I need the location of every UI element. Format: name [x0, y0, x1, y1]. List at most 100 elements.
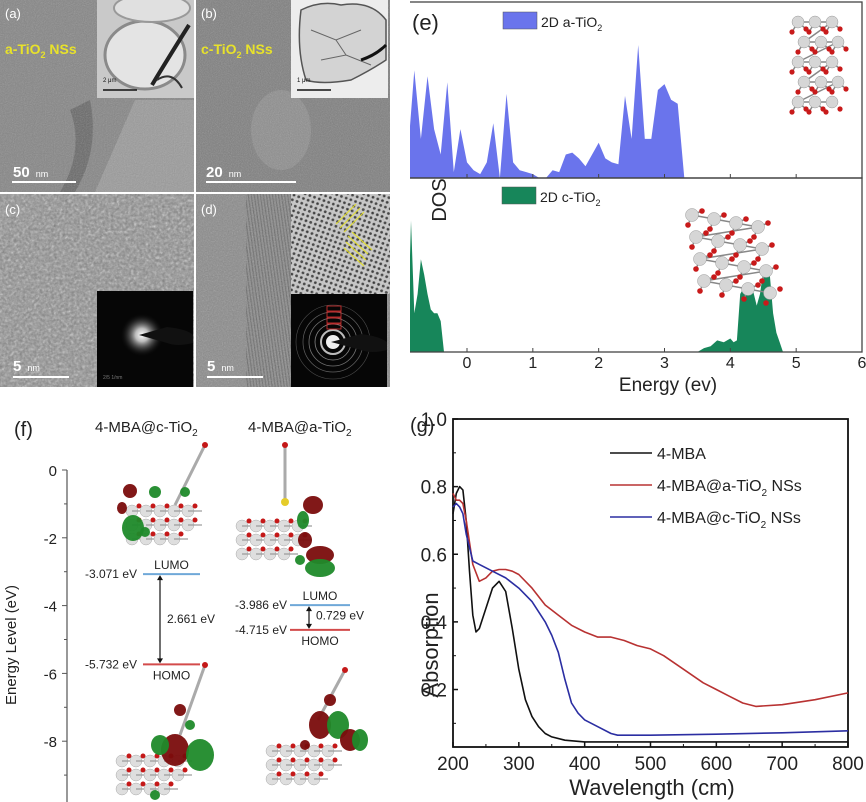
o-atom — [789, 109, 795, 115]
legend-subscript: 2 — [762, 488, 768, 499]
band-gap-label: 2.661 eV — [167, 612, 215, 626]
o-atom — [823, 109, 829, 115]
ligand-chain — [178, 664, 207, 736]
x-axis-label: Energy (ev) — [619, 375, 717, 396]
o-atom — [759, 278, 765, 284]
panel-label-d: (d) — [201, 202, 217, 217]
o-atom — [765, 220, 771, 226]
o-atom — [719, 292, 725, 298]
scale-unit: nm — [35, 169, 49, 179]
o-atom — [154, 767, 160, 773]
o-atom — [136, 503, 142, 509]
arrow-head-down — [306, 623, 312, 629]
o-atom — [168, 767, 174, 773]
legend-swatch — [502, 11, 538, 30]
o-atom — [733, 252, 739, 258]
orbital-lobe-negative — [309, 711, 331, 739]
x-tick-label: 200 — [437, 754, 469, 775]
inset-micrograph — [97, 0, 194, 98]
orbital-lobe-positive — [151, 735, 169, 755]
scale-value: 20 — [206, 164, 223, 181]
y-tick-label: 0.8 — [421, 478, 447, 499]
legend-name: 4-MBA@c-TiO — [657, 510, 761, 527]
lumo-energy-label: -3.071 eV — [85, 567, 137, 581]
orbital-lobe-positive — [122, 515, 144, 541]
legend-swatch — [501, 186, 537, 205]
scale-label-c: 5 nm — [13, 358, 40, 375]
o-atom — [829, 89, 835, 95]
o-atom — [178, 531, 184, 537]
o-atom — [276, 771, 282, 777]
o-atom — [318, 743, 324, 749]
orbital-lobe-negative — [324, 694, 336, 706]
o-atom — [823, 69, 829, 75]
tem-inset-b: 1 μm — [291, 0, 388, 98]
homo-energy-label: -4.715 eV — [235, 623, 287, 637]
saed-inset-c: 2/5 1/nm — [97, 291, 193, 387]
panel-label-b: (b) — [201, 6, 217, 21]
x-tick-label: 3 — [660, 355, 669, 372]
ti-atom — [741, 282, 755, 296]
bond — [797, 81, 839, 103]
o-atom — [274, 518, 280, 524]
ti-atom — [737, 260, 751, 274]
legend-a-tio2: 2D a-TiO2 — [502, 11, 602, 33]
o-atom — [290, 743, 296, 749]
o-atom — [168, 781, 174, 787]
y-tick-label: -6 — [44, 666, 57, 683]
o-atom — [711, 248, 717, 254]
scale-bar-d — [207, 376, 263, 378]
diffraction-pattern — [97, 291, 193, 387]
panel-label-f: (f) — [14, 419, 33, 441]
o-atom — [140, 781, 146, 787]
o-atom — [823, 29, 829, 35]
y-tick-label: 1.0 — [421, 410, 447, 431]
y-tick-label: 0.6 — [421, 545, 447, 566]
ti-atom — [759, 264, 773, 278]
absorption-chart: (g) Absorption Wavelength (cm) 0.2 0.4 0.6… — [410, 410, 864, 800]
orbital-lobe-positive — [352, 729, 368, 751]
x-axis-label: Wavelength (cm) — [569, 775, 734, 800]
series-line-1 — [452, 493, 849, 708]
lumo-label: LUMO — [303, 589, 338, 603]
o-atom — [789, 29, 795, 35]
orbital-lobe-positive — [149, 486, 161, 498]
o-atom — [729, 256, 735, 262]
o-atom — [751, 234, 757, 240]
o-atom — [707, 226, 713, 232]
tem-image-d: (d) 5 nm — [196, 194, 390, 387]
o-atom — [192, 503, 198, 509]
arrow-head-up — [306, 606, 312, 612]
o-atom — [246, 532, 252, 538]
column-title-a-tio2: 4-MBA@a-TiO2 — [248, 419, 352, 439]
ti-atom — [825, 15, 839, 29]
y-tick-label: 0.4 — [421, 613, 448, 634]
o-atom — [140, 767, 146, 773]
inset-scale-label: 2/5 1/nm — [103, 375, 123, 381]
o-atom — [260, 532, 266, 538]
ti-atom — [791, 95, 805, 109]
o-atom — [274, 532, 280, 538]
o-atom — [274, 546, 280, 552]
y-tick-label: 0.2 — [421, 681, 447, 702]
sample-suffix: NSs — [45, 41, 77, 57]
legend-subscript: 2 — [597, 23, 602, 33]
x-tick-label: 2 — [594, 355, 603, 372]
ti-atom — [797, 35, 811, 49]
arrow-head-up — [157, 575, 163, 581]
scale-bar-a — [12, 181, 76, 183]
x-tick-label: 6 — [858, 355, 866, 372]
o-atom — [685, 222, 691, 228]
ti-atom — [831, 75, 845, 89]
scale-unit: nm — [228, 169, 242, 179]
o-atom — [837, 66, 843, 72]
legend-label: 4-MBA@a-TiO2 NSs — [657, 478, 802, 499]
o-atom — [725, 234, 731, 240]
o-atom — [290, 771, 296, 777]
sample-subscript: 2 — [236, 49, 242, 60]
legend-subscript: 2 — [761, 520, 767, 531]
o-atom — [164, 531, 170, 537]
o-atom — [246, 518, 252, 524]
a-tio2-structure-illustration — [789, 15, 849, 115]
